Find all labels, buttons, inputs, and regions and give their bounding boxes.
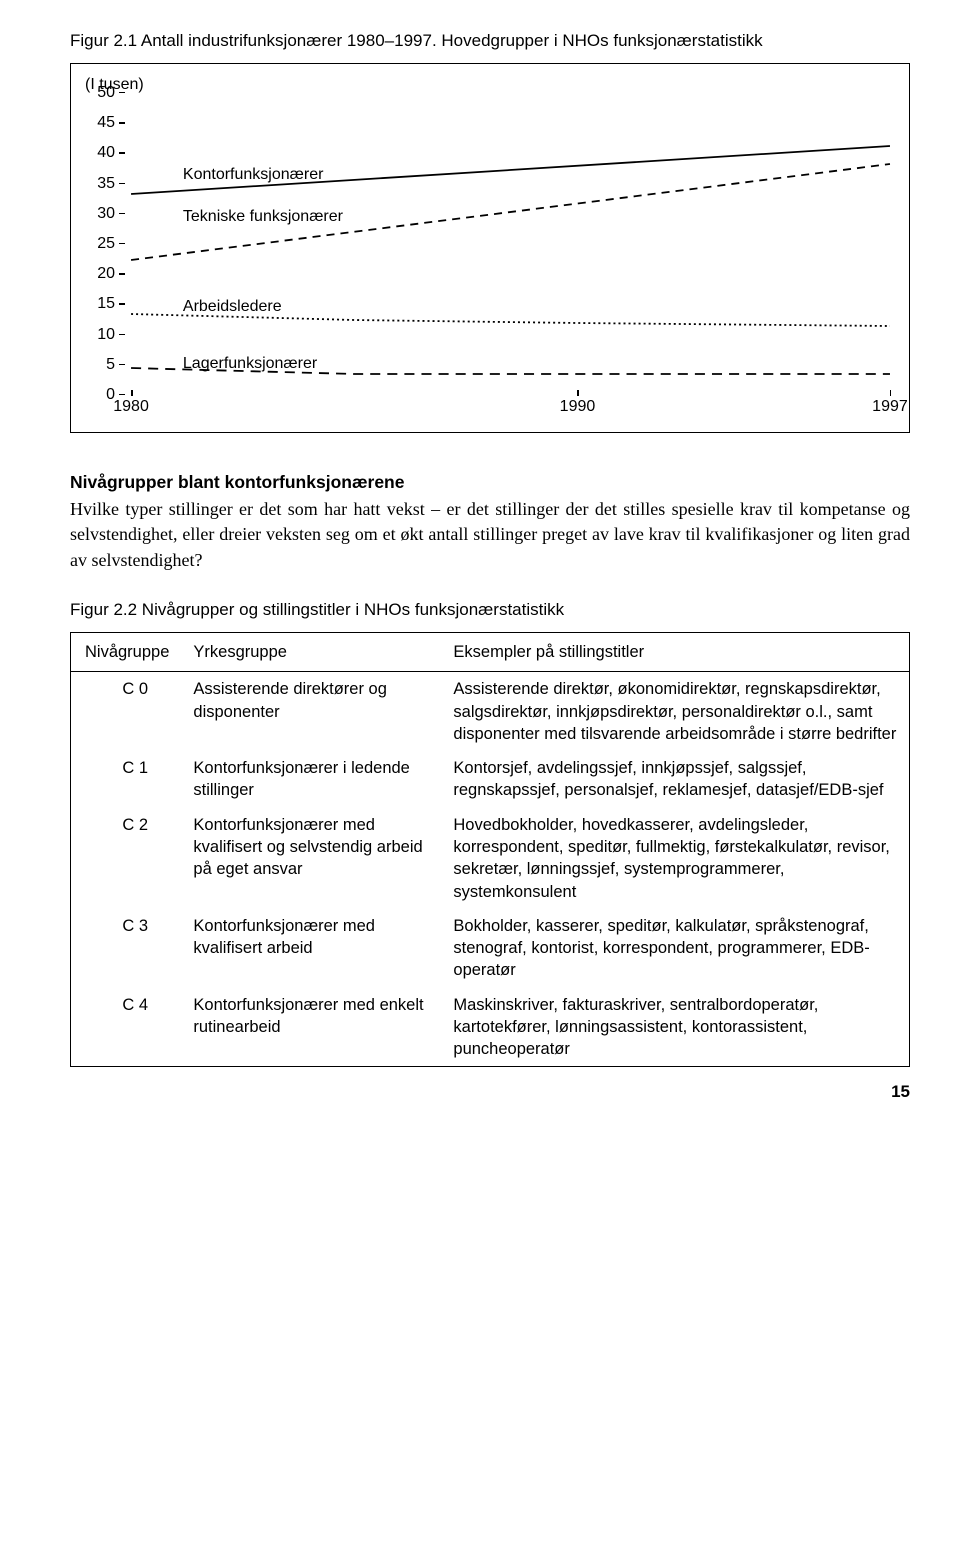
- cell-yrkesgruppe: Assisterende direktører og disponenter: [179, 672, 439, 751]
- plot-area: Kontorfunksjonærer Tekniske funksjonærer A…: [121, 92, 895, 392]
- cell-nivagruppe: C 1: [71, 751, 179, 808]
- y-tick-mark: [119, 334, 125, 336]
- table-row: C 0Assisterende direktører og disponente…: [71, 672, 909, 751]
- y-tick-label: 40: [85, 142, 115, 164]
- cell-nivagruppe: C 2: [71, 808, 179, 909]
- y-tick-mark: [119, 152, 125, 154]
- y-tick-mark: [119, 213, 125, 215]
- table-header-row: Nivågruppe Yrkesgruppe Eksempler på stil…: [71, 633, 909, 672]
- y-tick-label: 35: [85, 173, 115, 195]
- col-header-nivagruppe: Nivågruppe: [71, 633, 179, 672]
- figure-1-title: Figur 2.1 Antall industrifunksjonærer 19…: [70, 30, 910, 53]
- cell-yrkesgruppe: Kontorfunksjonærer med kvalifisert arbei…: [179, 909, 439, 988]
- y-tick-mark: [119, 364, 125, 366]
- cell-nivagruppe: C 0: [71, 672, 179, 751]
- series-label: Tekniske funksjonærer: [183, 206, 343, 228]
- x-tick-label: 1997: [872, 396, 908, 418]
- col-header-yrkesgruppe: Yrkesgruppe: [179, 633, 439, 672]
- cell-eksempler: Assisterende direktør, økonomidirektør, …: [439, 672, 909, 751]
- col-header-eksempler: Eksempler på stillingstitler: [439, 633, 909, 672]
- cell-eksempler: Maskinskriver, fakturaskriver, sentralbo…: [439, 988, 909, 1067]
- figure-2-table: Nivågruppe Yrkesgruppe Eksempler på stil…: [71, 633, 909, 1066]
- x-tick-label: 1980: [113, 396, 149, 418]
- y-tick-mark: [119, 273, 125, 275]
- y-tick-label: 45: [85, 112, 115, 134]
- chart-svg: [121, 92, 895, 392]
- y-tick-label: 30: [85, 203, 115, 225]
- cell-nivagruppe: C 4: [71, 988, 179, 1067]
- page-number: 15: [70, 1081, 910, 1104]
- cell-yrkesgruppe: Kontorfunksjonærer i ledende stillinger: [179, 751, 439, 808]
- series-label: Lagerfunksjonærer: [183, 353, 317, 375]
- y-tick-mark: [119, 303, 125, 305]
- x-tick-mark: [890, 390, 892, 396]
- table-row: C 2Kontorfunksjonærer med kvalifisert og…: [71, 808, 909, 909]
- table-row: C 1Kontorfunksjonærer i ledende stilling…: [71, 751, 909, 808]
- y-tick-label: 25: [85, 233, 115, 255]
- y-tick-label: 0: [85, 384, 115, 406]
- table-row: C 4Kontorfunksjonærer med enkelt rutinea…: [71, 988, 909, 1067]
- figure-1-chart: (I tusen) KontorfunksjonærerTekniske fun…: [70, 63, 910, 433]
- series-label: Arbeidsledere: [183, 296, 282, 318]
- cell-yrkesgruppe: Kontorfunksjonærer med kvalifisert og se…: [179, 808, 439, 909]
- y-tick-label: 15: [85, 293, 115, 315]
- x-tick-mark: [131, 390, 133, 396]
- y-tick-mark: [119, 92, 125, 94]
- y-tick-mark: [119, 122, 125, 124]
- y-tick-label: 10: [85, 324, 115, 346]
- section-paragraph: Hvilke typer stillinger er det som har h…: [70, 497, 910, 574]
- y-tick-label: 5: [85, 354, 115, 376]
- cell-eksempler: Kontorsjef, avdelingssjef, innkjøpssjef,…: [439, 751, 909, 808]
- cell-eksempler: Hovedbokholder, hovedkasserer, avdelings…: [439, 808, 909, 909]
- y-tick-label: 50: [85, 82, 115, 104]
- cell-eksempler: Bokholder, kasserer, speditør, kalkulatø…: [439, 909, 909, 988]
- series-label: Kontorfunksjonærer: [183, 164, 324, 186]
- x-tick-mark: [577, 390, 579, 396]
- y-tick-mark: [119, 394, 125, 396]
- figure-2-title: Figur 2.2 Nivågrupper og stillingstitler…: [70, 599, 910, 622]
- section-heading: Nivågrupper blant kontorfunksjonærene: [70, 471, 910, 495]
- cell-yrkesgruppe: Kontorfunksjonærer med enkelt rutinearbe…: [179, 988, 439, 1067]
- table-row: C 3Kontorfunksjonærer med kvalifisert ar…: [71, 909, 909, 988]
- figure-2-table-box: Nivågruppe Yrkesgruppe Eksempler på stil…: [70, 632, 910, 1067]
- y-tick-label: 20: [85, 263, 115, 285]
- y-tick-mark: [119, 183, 125, 185]
- x-tick-label: 1990: [560, 396, 596, 418]
- cell-nivagruppe: C 3: [71, 909, 179, 988]
- y-tick-mark: [119, 243, 125, 245]
